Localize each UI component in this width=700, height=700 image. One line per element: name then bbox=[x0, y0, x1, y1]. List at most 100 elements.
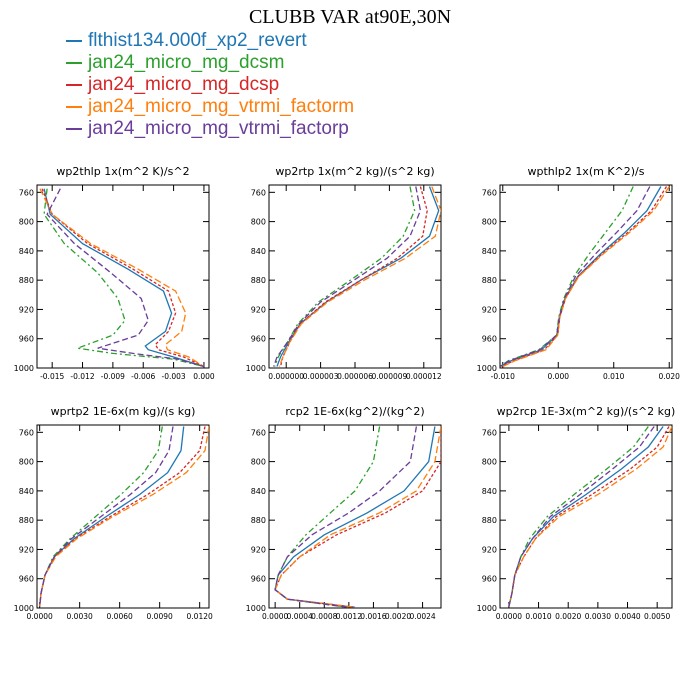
legend-item: jan24_micro_mg_vtrmi_factorm bbox=[66, 96, 354, 118]
y-tick-label: 960 bbox=[251, 575, 266, 584]
chart-panel: rcp2 1E-6x(kg^2)/(kg^2) 760 800 840 880 920 96… bbox=[246, 405, 442, 621]
x-tick-label: 0.0004 bbox=[287, 612, 313, 621]
chart-panel: wp2thlp 1x(m^2 K)/s^2 760 800 840 880 920 960 1… bbox=[14, 165, 215, 381]
series-line bbox=[39, 426, 163, 607]
y-tick-label: 800 bbox=[482, 218, 497, 227]
panel-title: wp2rcp 1E-3x(m^2 kg)/(s^2 kg) bbox=[497, 405, 676, 418]
x-tick-label: 0.0024 bbox=[409, 612, 435, 621]
x-tick-label: 0.0120 bbox=[187, 612, 213, 621]
y-tick-label: 880 bbox=[19, 276, 34, 285]
y-tick-label: 840 bbox=[251, 487, 266, 496]
series-line bbox=[279, 186, 428, 367]
x-tick-label: -0.009 bbox=[101, 372, 125, 381]
x-tick-label: 0.000003 bbox=[303, 372, 339, 381]
panel-title: wpthlp2 1x(m K^2)/s bbox=[528, 165, 645, 178]
y-tick-label: 760 bbox=[482, 428, 497, 437]
legend-label: jan24_micro_mg_dcsm bbox=[88, 52, 285, 73]
y-tick-label: 880 bbox=[19, 516, 34, 525]
x-tick-label: 0.0060 bbox=[107, 612, 133, 621]
series-line bbox=[274, 426, 381, 608]
plot-frame bbox=[499, 424, 673, 609]
figure-title: CLUBB VAR at90E,30N bbox=[248, 6, 452, 28]
series-line bbox=[39, 426, 174, 607]
series-line bbox=[508, 426, 649, 607]
y-tick-label: 760 bbox=[19, 188, 34, 197]
x-tick-label: 0.000 bbox=[193, 372, 215, 381]
series-line bbox=[43, 188, 205, 368]
panel-title: wp2thlp 1x(m^2 K)/s^2 bbox=[56, 165, 189, 178]
x-tick-label: 0.0030 bbox=[585, 612, 611, 621]
series-line bbox=[41, 188, 205, 368]
x-tick-label: -0.012 bbox=[70, 372, 94, 381]
y-tick-label: 920 bbox=[482, 305, 497, 314]
y-tick-label: 960 bbox=[482, 575, 497, 584]
series-line bbox=[500, 186, 634, 368]
y-tick-label: 1000 bbox=[246, 604, 266, 613]
legend-item: jan24_micro_mg_dcsm bbox=[66, 52, 354, 74]
plot-frame bbox=[36, 424, 210, 609]
x-tick-label: -0.006 bbox=[131, 372, 155, 381]
y-tick-label: 840 bbox=[19, 247, 34, 256]
legend-swatch bbox=[66, 106, 82, 108]
series-line bbox=[501, 186, 668, 368]
y-tick-label: 800 bbox=[19, 218, 34, 227]
panel-title: wp2rtp 1x(m^2 kg)/(s^2 kg) bbox=[275, 165, 434, 178]
chart-panel: wp2rtp 1x(m^2 kg)/(s^2 kg) 760 800 840 880 92… bbox=[246, 165, 442, 381]
y-tick-label: 920 bbox=[19, 545, 34, 554]
panel-title: wprtp2 1E-6x(m kg)/(s kg) bbox=[51, 405, 196, 418]
x-tick-label: 0.0000 bbox=[262, 612, 288, 621]
x-tick-label: -0.003 bbox=[161, 372, 185, 381]
y-tick-label: 1000 bbox=[477, 364, 497, 373]
series-line bbox=[39, 188, 205, 368]
y-tick-label: 760 bbox=[19, 428, 34, 437]
y-tick-label: 960 bbox=[19, 335, 34, 344]
x-tick-label: 0.0020 bbox=[555, 612, 581, 621]
series-line bbox=[500, 186, 651, 368]
x-tick-label: 0.0000 bbox=[27, 612, 53, 621]
x-tick-label: 0.0000 bbox=[496, 612, 522, 621]
legend-swatch bbox=[66, 84, 82, 86]
legend-label: jan24_micro_mg_vtrmi_factorm bbox=[88, 96, 355, 117]
x-tick-label: 0.020 bbox=[658, 372, 680, 381]
y-tick-label: 760 bbox=[251, 428, 266, 437]
y-tick-label: 1000 bbox=[246, 364, 266, 373]
legend-item: jan24_micro_mg_dcsp bbox=[66, 74, 354, 96]
series-line bbox=[508, 426, 655, 607]
series-line bbox=[39, 426, 209, 607]
legend: flthist134.000f_xp2_revert jan24_micro_m… bbox=[66, 30, 354, 140]
y-tick-label: 880 bbox=[482, 516, 497, 525]
y-tick-label: 760 bbox=[482, 188, 497, 197]
y-tick-label: 840 bbox=[251, 247, 266, 256]
y-tick-label: 920 bbox=[251, 305, 266, 314]
x-tick-label: 0.0050 bbox=[644, 612, 670, 621]
series-line bbox=[278, 186, 441, 367]
series-line bbox=[508, 426, 672, 607]
x-tick-label: 0.0030 bbox=[67, 612, 93, 621]
x-tick-label: 0.0040 bbox=[614, 612, 640, 621]
x-tick-label: -0.015 bbox=[40, 372, 64, 381]
series-line bbox=[508, 426, 664, 607]
x-tick-label: 0.000006 bbox=[337, 372, 373, 381]
y-tick-label: 880 bbox=[482, 276, 497, 285]
x-tick-label: 0.0016 bbox=[360, 612, 386, 621]
legend-swatch bbox=[66, 62, 82, 64]
series-line bbox=[39, 426, 206, 607]
series-line bbox=[500, 186, 662, 368]
y-tick-label: 960 bbox=[482, 335, 497, 344]
y-tick-label: 840 bbox=[19, 487, 34, 496]
chart-panel: wprtp2 1E-6x(m kg)/(s kg) 760 800 840 880 920… bbox=[14, 405, 213, 621]
plot-frame bbox=[268, 424, 442, 609]
legend-item: flthist134.000f_xp2_revert bbox=[66, 30, 354, 52]
chart-panel: wpthlp2 1x(m K^2)/s 760 800 840 880 920 960 100… bbox=[477, 165, 681, 381]
y-tick-label: 960 bbox=[251, 335, 266, 344]
y-tick-label: 840 bbox=[482, 487, 497, 496]
legend-label: jan24_micro_mg_vtrmi_factorp bbox=[88, 118, 349, 139]
series-line bbox=[272, 186, 422, 367]
x-tick-label: 0.010 bbox=[603, 372, 625, 381]
y-tick-label: 920 bbox=[482, 545, 497, 554]
series-line bbox=[274, 186, 416, 367]
y-tick-label: 800 bbox=[251, 458, 266, 467]
x-tick-label: 0.000009 bbox=[372, 372, 408, 381]
